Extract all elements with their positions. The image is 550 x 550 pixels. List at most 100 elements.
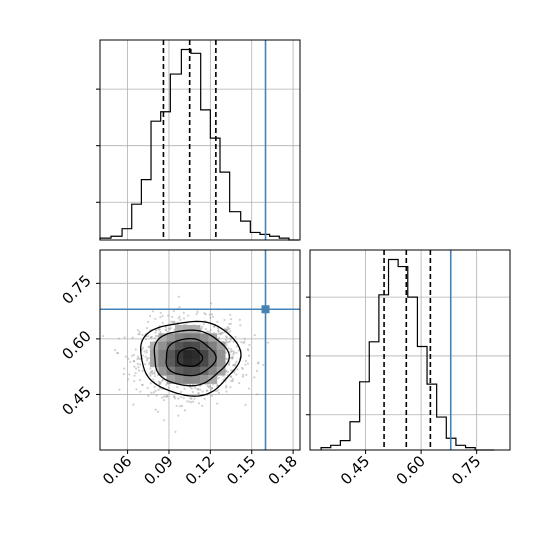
density-cell [166,333,176,343]
scatter-point [217,389,220,392]
x-tick-label: 0.75 [448,452,484,488]
scatter-point [159,330,162,333]
scatter-point [176,386,179,389]
density-cell [166,358,176,368]
x-tick-label: 0.15 [223,452,259,488]
scatter-point [154,335,158,338]
scatter-point [147,320,150,323]
scatter-point [193,397,196,400]
scatter-point [156,334,159,338]
scatter-point [219,333,223,336]
scatter-point [217,330,220,333]
scatter-point [132,353,136,357]
scatter-point [197,402,201,405]
scatter-point [238,382,241,385]
scatter-point [201,325,204,328]
scatter-point [163,419,166,422]
scatter-point [230,338,233,341]
density-cell [191,341,201,351]
scatter-point [150,391,153,394]
density-cell [166,341,176,351]
scatter-point [153,385,156,389]
scatter-point [147,345,150,348]
scatter-point [139,390,142,393]
scatter-point [209,329,212,332]
scatter-point [190,401,193,404]
histogram-step [320,258,495,451]
scatter-point [200,327,203,330]
x-tick-label: 0.60 [393,452,429,488]
density-cell [175,333,184,343]
scatter-point [138,363,142,366]
density-cell [208,350,218,359]
scatter-point [232,340,235,343]
y-tick-label: 0.45 [58,383,94,419]
scatter-point [138,369,141,372]
scatter-point [129,360,132,363]
scatter-point [230,357,234,360]
axes-frame [99,249,301,451]
density-contour [140,320,242,397]
histogram-step [99,48,299,241]
scatter-point [256,362,260,365]
scatter-point [128,373,131,376]
histogram-panel-x [96,39,301,241]
scatter-point [230,318,233,321]
density-cell [191,366,201,376]
scatter-point [224,386,228,389]
scatter-point [173,328,176,331]
scatter-point [133,360,136,363]
scatter-point [233,371,236,374]
density-cell [208,375,218,384]
scatter-point [182,317,186,320]
scatter-point [180,404,184,408]
scatter-point [234,362,237,365]
scatter-point [238,318,241,321]
scatter-point [208,384,211,387]
density-cell [183,375,193,384]
scatter-point [149,336,152,339]
scatter-point [239,324,242,327]
density-cell [183,341,193,351]
scatter-point [224,338,228,342]
scatter-point [149,367,152,370]
scatter-point [131,336,134,339]
scatter-point [205,389,208,392]
scatter-point [215,390,218,393]
scatter-point [188,400,191,403]
density-cell [158,366,168,376]
scatter-point [235,351,238,354]
scatter-point [172,310,176,313]
scatter-point [253,333,256,337]
scatter-point [160,396,164,399]
density-cell [166,350,176,359]
scatter-point [144,355,147,358]
scatter-point [225,384,228,387]
scatter-point [155,329,158,332]
scatter-point [262,363,265,367]
scatter-point [187,314,190,317]
density-cell [191,325,201,334]
scatter-point [190,397,193,400]
scatter-point [133,365,136,368]
scatter-point [235,345,238,348]
scatter-point [197,392,200,395]
density-cell [183,358,193,368]
scatter-point [145,349,148,352]
scatter-point [154,317,157,320]
scatter-point [123,336,126,339]
scatter-point [266,341,270,344]
scatter-point [227,362,231,365]
x-tick-label: 0.06 [99,452,135,488]
scatter-point [164,326,167,329]
scatter-point [145,327,149,330]
scatter-point [192,400,195,403]
scatter-point [206,330,209,333]
scatter-point [159,381,162,384]
density-cell [208,341,218,351]
scatter-point [154,369,157,372]
axes-frame [309,249,511,451]
scatter-point [127,378,130,381]
scatter-point [161,378,165,382]
scatter-point [161,314,164,317]
